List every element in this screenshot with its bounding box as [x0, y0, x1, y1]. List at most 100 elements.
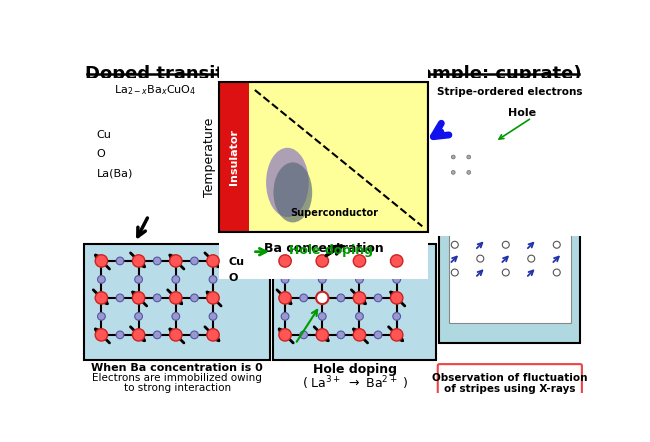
Circle shape: [131, 133, 137, 140]
Circle shape: [112, 137, 119, 145]
Circle shape: [318, 275, 326, 283]
Circle shape: [553, 269, 560, 276]
Circle shape: [281, 312, 289, 320]
Circle shape: [356, 312, 363, 320]
Circle shape: [209, 312, 217, 320]
Text: Hole doping: Hole doping: [313, 363, 396, 376]
Circle shape: [477, 198, 484, 205]
Circle shape: [477, 171, 484, 177]
Circle shape: [528, 141, 532, 145]
Circle shape: [391, 292, 403, 304]
Circle shape: [145, 204, 150, 209]
Circle shape: [153, 294, 161, 302]
Circle shape: [131, 203, 136, 207]
Circle shape: [207, 292, 219, 304]
Text: of stripes using X-rays: of stripes using X-rays: [444, 384, 576, 394]
Circle shape: [141, 145, 148, 152]
FancyBboxPatch shape: [437, 364, 582, 400]
Polygon shape: [137, 109, 153, 194]
Circle shape: [279, 292, 291, 304]
Circle shape: [136, 206, 141, 211]
Circle shape: [374, 331, 382, 339]
Circle shape: [190, 257, 198, 265]
Bar: [219, 82, 249, 232]
Circle shape: [316, 292, 328, 304]
Circle shape: [374, 257, 382, 265]
Circle shape: [451, 113, 458, 120]
Bar: [439, 81, 580, 343]
Circle shape: [116, 294, 124, 302]
Circle shape: [131, 119, 137, 125]
Circle shape: [116, 257, 124, 265]
Circle shape: [502, 113, 509, 120]
Circle shape: [451, 155, 455, 159]
Circle shape: [566, 225, 570, 230]
Circle shape: [528, 171, 535, 177]
Circle shape: [528, 255, 535, 262]
Bar: [219, 232, 428, 278]
Circle shape: [133, 179, 141, 186]
Circle shape: [300, 257, 307, 265]
Circle shape: [393, 312, 400, 320]
Circle shape: [502, 156, 509, 164]
Circle shape: [149, 164, 157, 172]
Text: When Ba concentration is 0: When Ba concentration is 0: [92, 363, 263, 373]
Circle shape: [112, 185, 119, 192]
Circle shape: [149, 117, 157, 125]
Ellipse shape: [274, 162, 312, 222]
Circle shape: [354, 255, 366, 267]
Text: Stripe-ordered electrons: Stripe-ordered electrons: [437, 87, 582, 97]
Circle shape: [477, 255, 484, 262]
Circle shape: [127, 196, 135, 204]
Text: Doped transition-metal oxide (example: cuprate): Doped transition-metal oxide (example: c…: [84, 65, 582, 84]
Circle shape: [528, 126, 535, 133]
Circle shape: [337, 257, 344, 265]
Circle shape: [116, 331, 124, 339]
Circle shape: [112, 111, 119, 119]
Circle shape: [141, 122, 148, 130]
Circle shape: [127, 208, 132, 213]
Circle shape: [356, 275, 363, 283]
Circle shape: [190, 331, 198, 339]
Circle shape: [300, 331, 307, 339]
Circle shape: [553, 156, 560, 164]
Circle shape: [471, 225, 476, 231]
Text: Cu: Cu: [97, 130, 112, 140]
Circle shape: [135, 275, 142, 283]
Circle shape: [133, 255, 145, 267]
Circle shape: [467, 171, 471, 174]
Circle shape: [141, 174, 148, 181]
Circle shape: [127, 149, 135, 156]
Circle shape: [138, 183, 145, 190]
Bar: [453, 157, 469, 172]
Circle shape: [354, 292, 366, 304]
Bar: [448, 101, 571, 323]
Polygon shape: [115, 109, 153, 127]
Circle shape: [490, 141, 495, 145]
Circle shape: [553, 212, 560, 219]
Circle shape: [127, 171, 135, 179]
Circle shape: [127, 123, 135, 131]
Circle shape: [391, 329, 403, 341]
Circle shape: [131, 155, 137, 161]
Circle shape: [451, 184, 458, 191]
Circle shape: [452, 225, 457, 230]
Circle shape: [170, 292, 182, 304]
Text: Temperature: Temperature: [203, 118, 216, 197]
Ellipse shape: [266, 148, 309, 217]
Circle shape: [95, 329, 108, 341]
Text: Insulator: Insulator: [229, 130, 239, 185]
Text: Hole: Hole: [508, 108, 536, 118]
Text: to strong interaction: to strong interaction: [124, 383, 231, 392]
Circle shape: [528, 225, 532, 230]
Bar: [219, 82, 428, 232]
Circle shape: [133, 153, 141, 160]
Circle shape: [502, 269, 509, 276]
Text: Hole doping: Hole doping: [289, 244, 373, 257]
Circle shape: [123, 205, 127, 209]
Circle shape: [133, 329, 145, 341]
Circle shape: [553, 184, 560, 191]
Polygon shape: [100, 202, 183, 223]
Circle shape: [123, 171, 130, 178]
Circle shape: [279, 255, 291, 267]
